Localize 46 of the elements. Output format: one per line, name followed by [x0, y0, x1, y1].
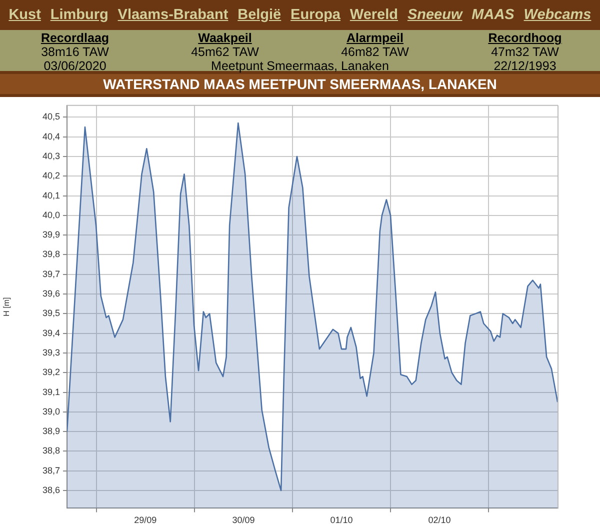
y-tick-label: 39,3	[42, 347, 60, 358]
text: Recordlaag	[40, 31, 110, 45]
y-tick-label: 38,9	[42, 426, 60, 436]
text: Webcams	[524, 7, 592, 23]
text: Alarmpeil	[346, 31, 404, 45]
y-tick-label: 39,1	[42, 386, 60, 397]
y-tick-label: 40,1	[42, 190, 60, 200]
text: Recordhoog	[487, 31, 563, 45]
y-tick-label: 39,8	[42, 249, 60, 260]
text: 03/06/2020	[42, 59, 108, 73]
y-tick-label: 39,6	[42, 288, 60, 299]
y-tick-label: 39,2	[42, 367, 60, 378]
y-tick-label: 39,4	[42, 328, 60, 338]
x-tick-label: 30/09	[232, 515, 255, 526]
text: Meetpunt Smeermaas, Lanaken	[210, 59, 390, 73]
text: 45m62 TAW	[190, 45, 260, 59]
text: Kust	[8, 7, 41, 23]
y-tick-label: 39,7	[42, 268, 60, 279]
y-tick-label: 39,9	[42, 230, 60, 240]
text: 38m16 TAW	[40, 45, 110, 59]
text: Waakpeil	[197, 31, 253, 45]
text: 22/12/1993	[492, 59, 558, 73]
text: België	[238, 7, 282, 23]
chart-title: WATERSTAND MAAS MEETPUNT SMEERMAAS, LANAKEN	[103, 76, 497, 92]
y-tick-label: 40,3	[42, 150, 60, 161]
y-tick-label: 39,5	[42, 308, 60, 318]
text: 46m82 TAW	[340, 45, 410, 59]
y-tick-label: 38,6	[42, 485, 60, 495]
y-tick-label: 39,0	[42, 406, 60, 416]
y-tick-label: 38,7	[42, 465, 60, 476]
x-tick-label: 02/10	[428, 515, 451, 526]
y-tick-label: 40,2	[42, 170, 60, 181]
text: MAAS	[472, 7, 514, 23]
text: 47m32 TAW	[490, 45, 560, 59]
text: Vlaams-Brabant	[118, 7, 228, 23]
y-tick-label: 38,8	[42, 446, 60, 456]
x-tick-label: 01/10	[330, 515, 353, 526]
text: Sneeuw	[407, 7, 462, 23]
text: Limburg	[50, 7, 108, 23]
y-tick-label: 40,0	[42, 210, 60, 220]
x-tick-label: 29/09	[134, 515, 157, 526]
text: Europa	[290, 7, 340, 23]
text: Wereld	[350, 7, 398, 23]
y-tick-label: 40,5	[42, 112, 60, 122]
y-axis-title: H [m]	[2, 297, 12, 316]
y-tick-label: 40,4	[42, 131, 60, 142]
